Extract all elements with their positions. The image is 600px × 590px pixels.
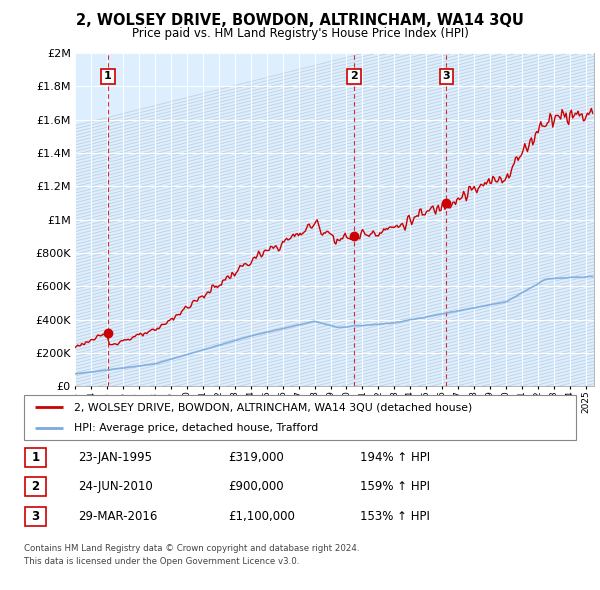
Text: 194% ↑ HPI: 194% ↑ HPI (360, 451, 430, 464)
Text: £319,000: £319,000 (228, 451, 284, 464)
Text: HPI: Average price, detached house, Trafford: HPI: Average price, detached house, Traf… (74, 422, 318, 432)
Text: 29-MAR-2016: 29-MAR-2016 (78, 510, 157, 523)
Text: £1,100,000: £1,100,000 (228, 510, 295, 523)
Text: 1: 1 (104, 71, 112, 81)
Text: 23-JAN-1995: 23-JAN-1995 (78, 451, 152, 464)
Text: 2, WOLSEY DRIVE, BOWDON, ALTRINCHAM, WA14 3QU: 2, WOLSEY DRIVE, BOWDON, ALTRINCHAM, WA1… (76, 13, 524, 28)
Text: 24-JUN-2010: 24-JUN-2010 (78, 480, 153, 493)
Text: 1: 1 (31, 451, 40, 464)
Text: 2, WOLSEY DRIVE, BOWDON, ALTRINCHAM, WA14 3QU (detached house): 2, WOLSEY DRIVE, BOWDON, ALTRINCHAM, WA1… (74, 402, 472, 412)
Text: £900,000: £900,000 (228, 480, 284, 493)
Text: 2: 2 (350, 71, 358, 81)
Text: 3: 3 (31, 510, 40, 523)
Text: 153% ↑ HPI: 153% ↑ HPI (360, 510, 430, 523)
Text: 159% ↑ HPI: 159% ↑ HPI (360, 480, 430, 493)
Text: This data is licensed under the Open Government Licence v3.0.: This data is licensed under the Open Gov… (24, 558, 299, 566)
Text: Contains HM Land Registry data © Crown copyright and database right 2024.: Contains HM Land Registry data © Crown c… (24, 545, 359, 553)
Text: 3: 3 (442, 71, 450, 81)
Text: Price paid vs. HM Land Registry's House Price Index (HPI): Price paid vs. HM Land Registry's House … (131, 27, 469, 40)
Text: 2: 2 (31, 480, 40, 493)
